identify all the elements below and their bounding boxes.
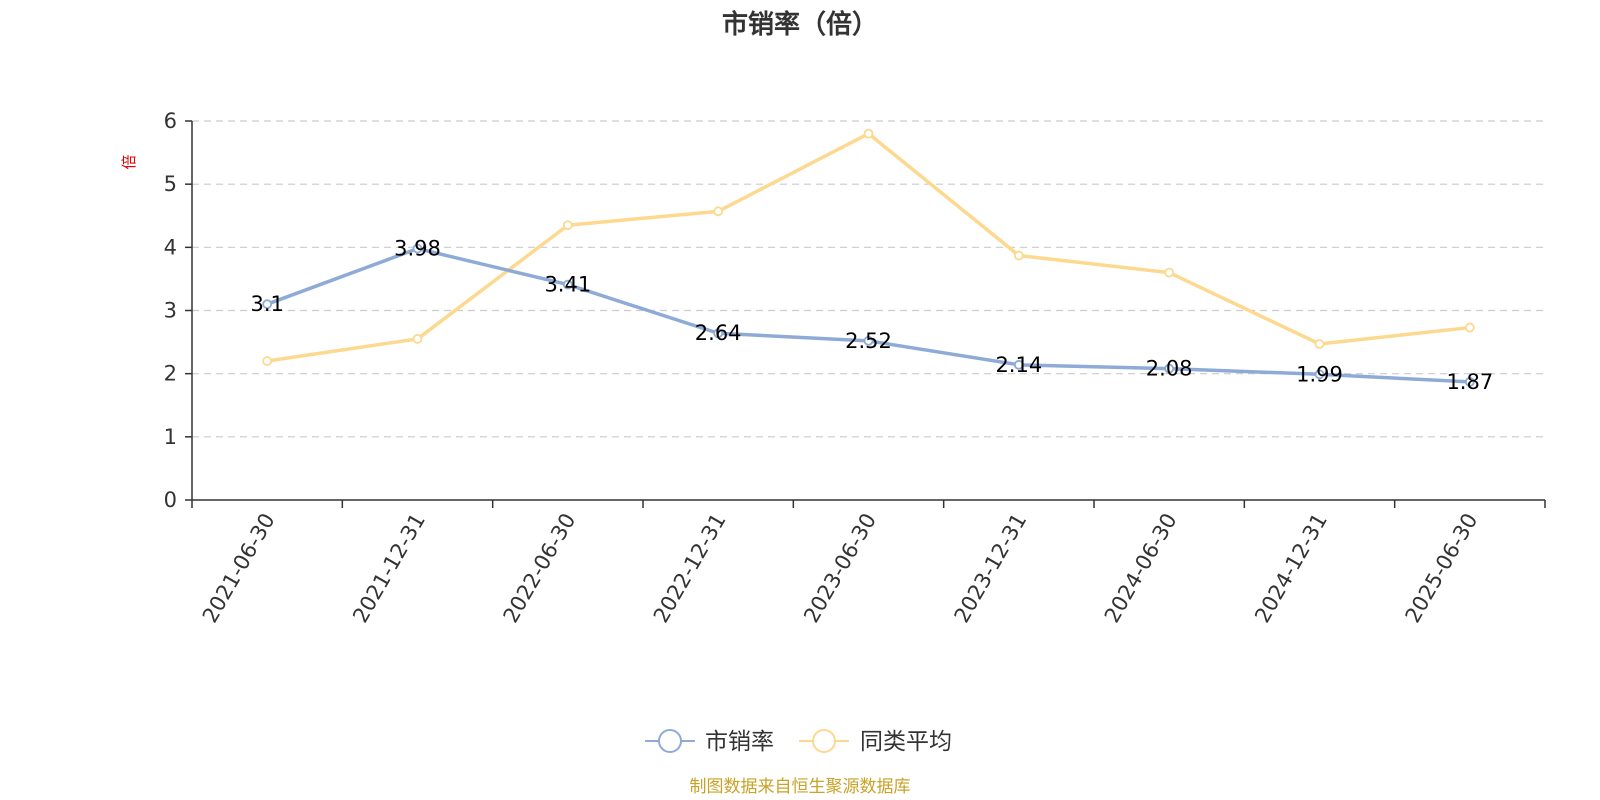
data-labels: 3.1 3.98 3.41 2.64 2.52 2.14 2.08 1.99 1.87 (250, 237, 1493, 394)
data-point[interactable] (412, 334, 423, 344)
y-tick-label: 6 (164, 109, 177, 133)
data-point[interactable] (713, 328, 724, 339)
data-point[interactable] (1464, 322, 1475, 333)
data-label: 2.52 (845, 329, 892, 353)
y-tick-label: 2 (164, 362, 177, 386)
data-point[interactable] (1013, 359, 1024, 370)
data-point[interactable] (1164, 363, 1175, 374)
data-point[interactable] (562, 220, 573, 231)
data-point[interactable] (1314, 339, 1325, 349)
chart-title: 市销率（倍） (722, 9, 878, 40)
data-point[interactable] (1314, 369, 1325, 380)
data-label: 2.14 (995, 353, 1042, 377)
grid-lines (192, 120, 1545, 438)
data-label: 1.87 (1446, 370, 1493, 394)
x-tick-label: 2022-06-30 (499, 509, 581, 627)
data-point[interactable] (713, 206, 724, 217)
y-tick-label: 5 (164, 172, 177, 196)
data-label: 3.1 (250, 292, 283, 316)
data-label: 2.64 (695, 321, 742, 345)
x-tick-label: 2025-06-30 (1401, 509, 1483, 627)
x-tick-label: 2022-12-31 (649, 509, 731, 627)
data-point[interactable] (1464, 376, 1475, 387)
data-label: 2.08 (1146, 357, 1193, 381)
legend-item-0[interactable]: 市销率 (645, 729, 774, 755)
legend-marker (658, 729, 682, 753)
data-point[interactable] (1013, 250, 1024, 261)
series-layer (262, 128, 1475, 387)
data-point[interactable] (863, 128, 874, 139)
y-tick-label: 3 (164, 299, 177, 323)
data-point[interactable] (863, 335, 874, 346)
legend-marker (812, 729, 836, 753)
y-tick-label: 0 (164, 488, 177, 512)
data-label: 1.99 (1296, 362, 1343, 386)
y-tick-label: 4 (164, 235, 177, 259)
x-tick-label: 2023-06-30 (799, 509, 881, 627)
data-point[interactable] (262, 356, 273, 366)
data-label: 3.98 (394, 237, 441, 261)
data-point[interactable] (262, 299, 273, 310)
legend-item-1[interactable]: 同类平均 (799, 729, 952, 755)
x-tick-label: 2024-06-30 (1100, 509, 1182, 627)
y-axis-unit: 倍 (120, 154, 138, 169)
x-tick-label: 2024-12-31 (1250, 509, 1332, 627)
legend[interactable]: 市销率 同类平均 (645, 729, 952, 755)
source-note: 制图数据来自恒生聚源数据库 (690, 777, 911, 797)
x-tick-label: 2021-12-31 (348, 509, 430, 627)
data-label: 3.41 (544, 273, 591, 297)
x-tick-label: 2023-12-31 (950, 509, 1032, 627)
data-point[interactable] (562, 279, 573, 290)
legend-label: 市销率 (705, 729, 774, 755)
data-point[interactable] (412, 243, 423, 254)
data-point[interactable] (1164, 267, 1175, 278)
legend-label: 同类平均 (860, 729, 952, 755)
x-tick-label: 2021-06-30 (198, 509, 280, 627)
y-tick-label: 1 (164, 425, 177, 449)
